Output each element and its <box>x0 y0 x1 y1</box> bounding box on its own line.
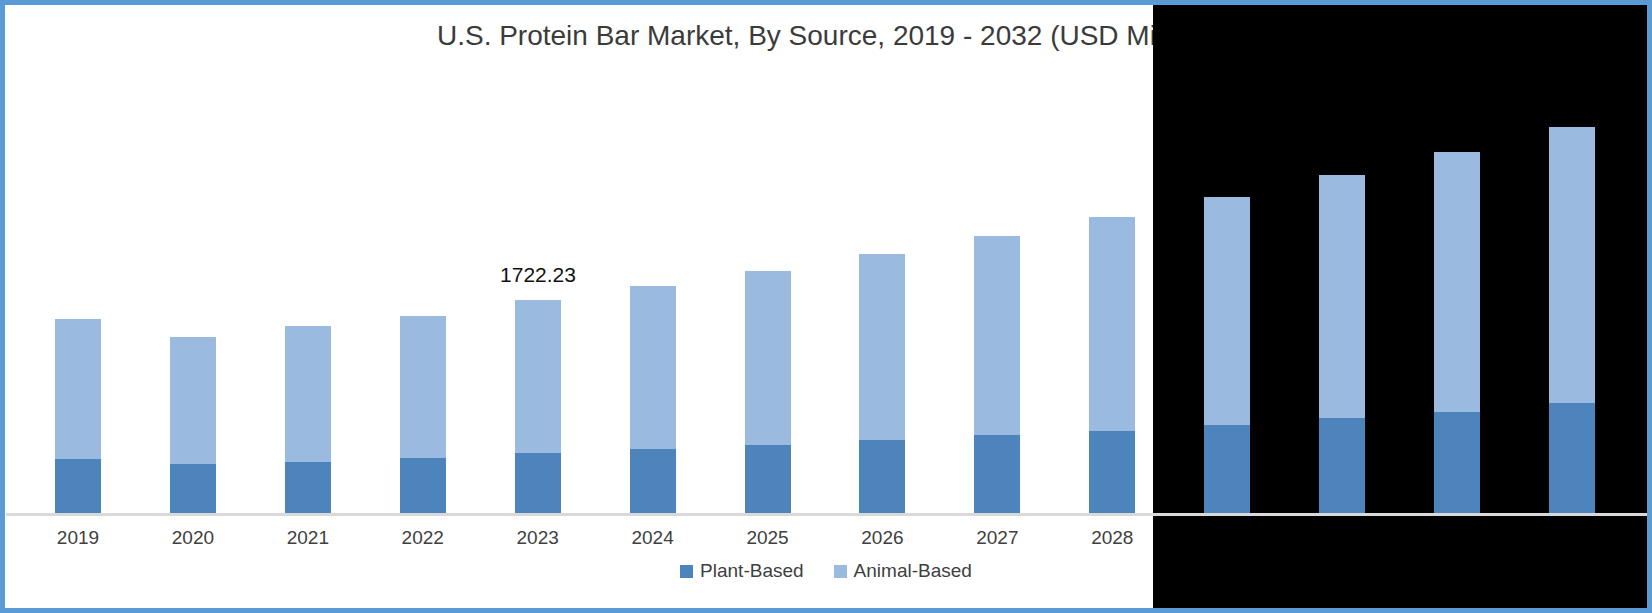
x-axis-label-2020: 2020 <box>148 527 238 549</box>
bar-2030 <box>1319 175 1365 513</box>
x-axis-line <box>6 513 1647 516</box>
bar-2020 <box>170 337 216 513</box>
bar-2022 <box>400 316 446 513</box>
legend-label-plant-based: Plant-Based <box>700 560 804 582</box>
bar-2026 <box>859 254 905 513</box>
animal-based-segment-2031 <box>1434 152 1480 412</box>
plant-based-segment-2031 <box>1434 412 1480 513</box>
plant-based-segment-2027 <box>974 435 1020 513</box>
x-axis-label-2026: 2026 <box>837 527 927 549</box>
x-axis-label-2022: 2022 <box>378 527 468 549</box>
plant-based-segment-2022 <box>400 458 446 513</box>
x-axis-label-2025: 2025 <box>723 527 813 549</box>
plant-based-segment-2028 <box>1089 431 1135 513</box>
bar-2024 <box>630 286 676 513</box>
plant-based-segment-2032 <box>1549 403 1595 513</box>
plant-based-segment-2024 <box>630 449 676 513</box>
legend-swatch-animal-based-icon <box>834 565 847 578</box>
plant-based-segment-2020 <box>170 464 216 513</box>
animal-based-segment-2028 <box>1089 217 1135 431</box>
bar-2019 <box>55 319 101 513</box>
bar-2032 <box>1549 127 1595 513</box>
animal-based-segment-2029 <box>1204 197 1250 425</box>
animal-based-segment-2027 <box>974 236 1020 435</box>
bar-2021 <box>285 326 331 513</box>
plant-based-segment-2019 <box>55 459 101 513</box>
legend-item-plant-based: Plant-Based <box>680 560 804 582</box>
plant-based-segment-2029 <box>1204 425 1250 513</box>
bar-2028 <box>1089 217 1135 513</box>
x-axis-label-2023: 2023 <box>493 527 583 549</box>
x-axis-label-2019: 2019 <box>33 527 123 549</box>
animal-based-segment-2020 <box>170 337 216 464</box>
data-label-2023-total: 1722.23 <box>500 263 576 287</box>
legend-swatch-plant-based-icon <box>680 565 693 578</box>
plant-based-segment-2025 <box>745 445 791 513</box>
animal-based-segment-2024 <box>630 286 676 449</box>
x-axis-label-2021: 2021 <box>263 527 353 549</box>
bar-2027 <box>974 236 1020 513</box>
bar-2031 <box>1434 152 1480 513</box>
bar-2029 <box>1204 197 1250 513</box>
animal-based-segment-2022 <box>400 316 446 458</box>
x-axis-label-2024: 2024 <box>608 527 698 549</box>
bar-2025 <box>745 271 791 513</box>
legend-item-animal-based: Animal-Based <box>834 560 972 582</box>
animal-based-segment-2021 <box>285 326 331 462</box>
chart-frame: U.S. Protein Bar Market, By Source, 2019… <box>0 0 1652 613</box>
animal-based-segment-2019 <box>55 319 101 459</box>
animal-based-segment-2023 <box>515 300 561 453</box>
plant-based-segment-2030 <box>1319 418 1365 513</box>
x-axis-label-2027: 2027 <box>952 527 1042 549</box>
animal-based-segment-2032 <box>1549 127 1595 403</box>
animal-based-segment-2030 <box>1319 175 1365 418</box>
x-axis-label-2028: 2028 <box>1067 527 1157 549</box>
plant-based-segment-2026 <box>859 440 905 513</box>
animal-based-segment-2026 <box>859 254 905 440</box>
bar-2023 <box>515 300 561 513</box>
plant-based-segment-2021 <box>285 462 331 513</box>
plant-based-segment-2023 <box>515 453 561 513</box>
animal-based-segment-2025 <box>745 271 791 445</box>
legend-label-animal-based: Animal-Based <box>854 560 972 582</box>
